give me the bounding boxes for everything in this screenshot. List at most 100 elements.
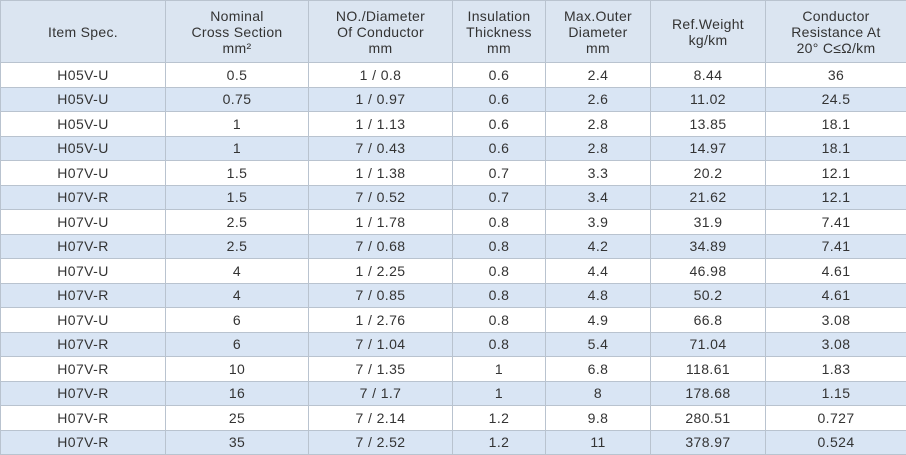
header-line: NO./Diameter (309, 8, 452, 24)
table-cell: 7 / 1.35 (309, 357, 453, 382)
table-cell: 178.68 (651, 381, 766, 406)
table-cell: 9.8 (546, 406, 651, 431)
table-cell: H07V-R (1, 406, 166, 431)
table-cell: 1 / 1.78 (309, 210, 453, 235)
table-cell: 280.51 (651, 406, 766, 431)
table-cell: 0.8 (453, 308, 546, 333)
header-line: mm² (166, 40, 308, 56)
header-line: Thickness (453, 24, 545, 40)
header-line: mm (453, 40, 545, 56)
table-cell: 1 (453, 357, 546, 382)
header-line: Item Spec. (1, 24, 165, 40)
column-header: Item Spec. (1, 1, 166, 63)
table-cell: H07V-U (1, 210, 166, 235)
table-cell: 7 / 0.52 (309, 185, 453, 210)
table-cell: 10 (166, 357, 309, 382)
table-cell: 7 / 2.14 (309, 406, 453, 431)
table-cell: 13.85 (651, 112, 766, 137)
table-cell: H05V-U (1, 136, 166, 161)
table-cell: 0.6 (453, 87, 546, 112)
table-cell: H05V-U (1, 63, 166, 88)
header-line: Cross Section (166, 24, 308, 40)
header-line: Of Conductor (309, 24, 452, 40)
table-cell: 118.61 (651, 357, 766, 382)
table-cell: 31.9 (651, 210, 766, 235)
table-cell: 1 (166, 112, 309, 137)
table-cell: H07V-R (1, 381, 166, 406)
table-cell: 1 / 1.38 (309, 161, 453, 186)
table-cell: H07V-R (1, 332, 166, 357)
table-cell: 1 / 2.76 (309, 308, 453, 333)
table-cell: 0.8 (453, 234, 546, 259)
table-cell: 7 / 1.7 (309, 381, 453, 406)
table-cell: 35 (166, 430, 309, 455)
table-cell: 1 / 0.97 (309, 87, 453, 112)
table-cell: 71.04 (651, 332, 766, 357)
table-cell: 6 (166, 332, 309, 357)
table-cell: 3.08 (766, 308, 906, 333)
table-cell: 12.1 (766, 161, 906, 186)
table-cell: 8.44 (651, 63, 766, 88)
table-cell: 7 / 0.85 (309, 283, 453, 308)
table-cell: 0.6 (453, 63, 546, 88)
header-line: Resistance At (766, 24, 906, 40)
table-cell: 21.62 (651, 185, 766, 210)
table-cell: 24.5 (766, 87, 906, 112)
table-cell: 0.6 (453, 136, 546, 161)
table-cell: 0.8 (453, 210, 546, 235)
table-cell: 6 (166, 308, 309, 333)
table-cell: 7 / 2.52 (309, 430, 453, 455)
table-cell: 1.2 (453, 430, 546, 455)
table-cell: 4.61 (766, 259, 906, 284)
table-cell: 11.02 (651, 87, 766, 112)
table-cell: 7.41 (766, 234, 906, 259)
table-cell: 0.524 (766, 430, 906, 455)
table-cell: 4 (166, 283, 309, 308)
table-cell: 2.4 (546, 63, 651, 88)
table-cell: 0.8 (453, 259, 546, 284)
header-line: kg/km (651, 32, 765, 48)
table-cell: 66.8 (651, 308, 766, 333)
table-cell: 2.5 (166, 234, 309, 259)
table-cell: 12.1 (766, 185, 906, 210)
table-cell: 20.2 (651, 161, 766, 186)
table-cell: H07V-R (1, 283, 166, 308)
table-cell: 0.8 (453, 283, 546, 308)
table-cell: 4.2 (546, 234, 651, 259)
table-cell: 3.9 (546, 210, 651, 235)
table-cell: 1.5 (166, 185, 309, 210)
table-cell: 7 / 1.04 (309, 332, 453, 357)
table-cell: 0.75 (166, 87, 309, 112)
table-cell: H07V-U (1, 259, 166, 284)
table-cell: 1 / 1.13 (309, 112, 453, 137)
header-line: mm (309, 40, 452, 56)
header-line: Diameter (546, 24, 650, 40)
table-cell: 34.89 (651, 234, 766, 259)
table-cell: 7 / 0.68 (309, 234, 453, 259)
table-cell: 1.83 (766, 357, 906, 382)
table-cell: 1.2 (453, 406, 546, 431)
table-cell: 1.15 (766, 381, 906, 406)
table-cell: H07V-U (1, 308, 166, 333)
header-line: 20° C≤Ω/km (766, 40, 906, 56)
table-cell: 0.7 (453, 161, 546, 186)
table-cell: H05V-U (1, 112, 166, 137)
table-cell: H07V-R (1, 185, 166, 210)
table-cell: 11 (546, 430, 651, 455)
table-cell: 2.6 (546, 87, 651, 112)
